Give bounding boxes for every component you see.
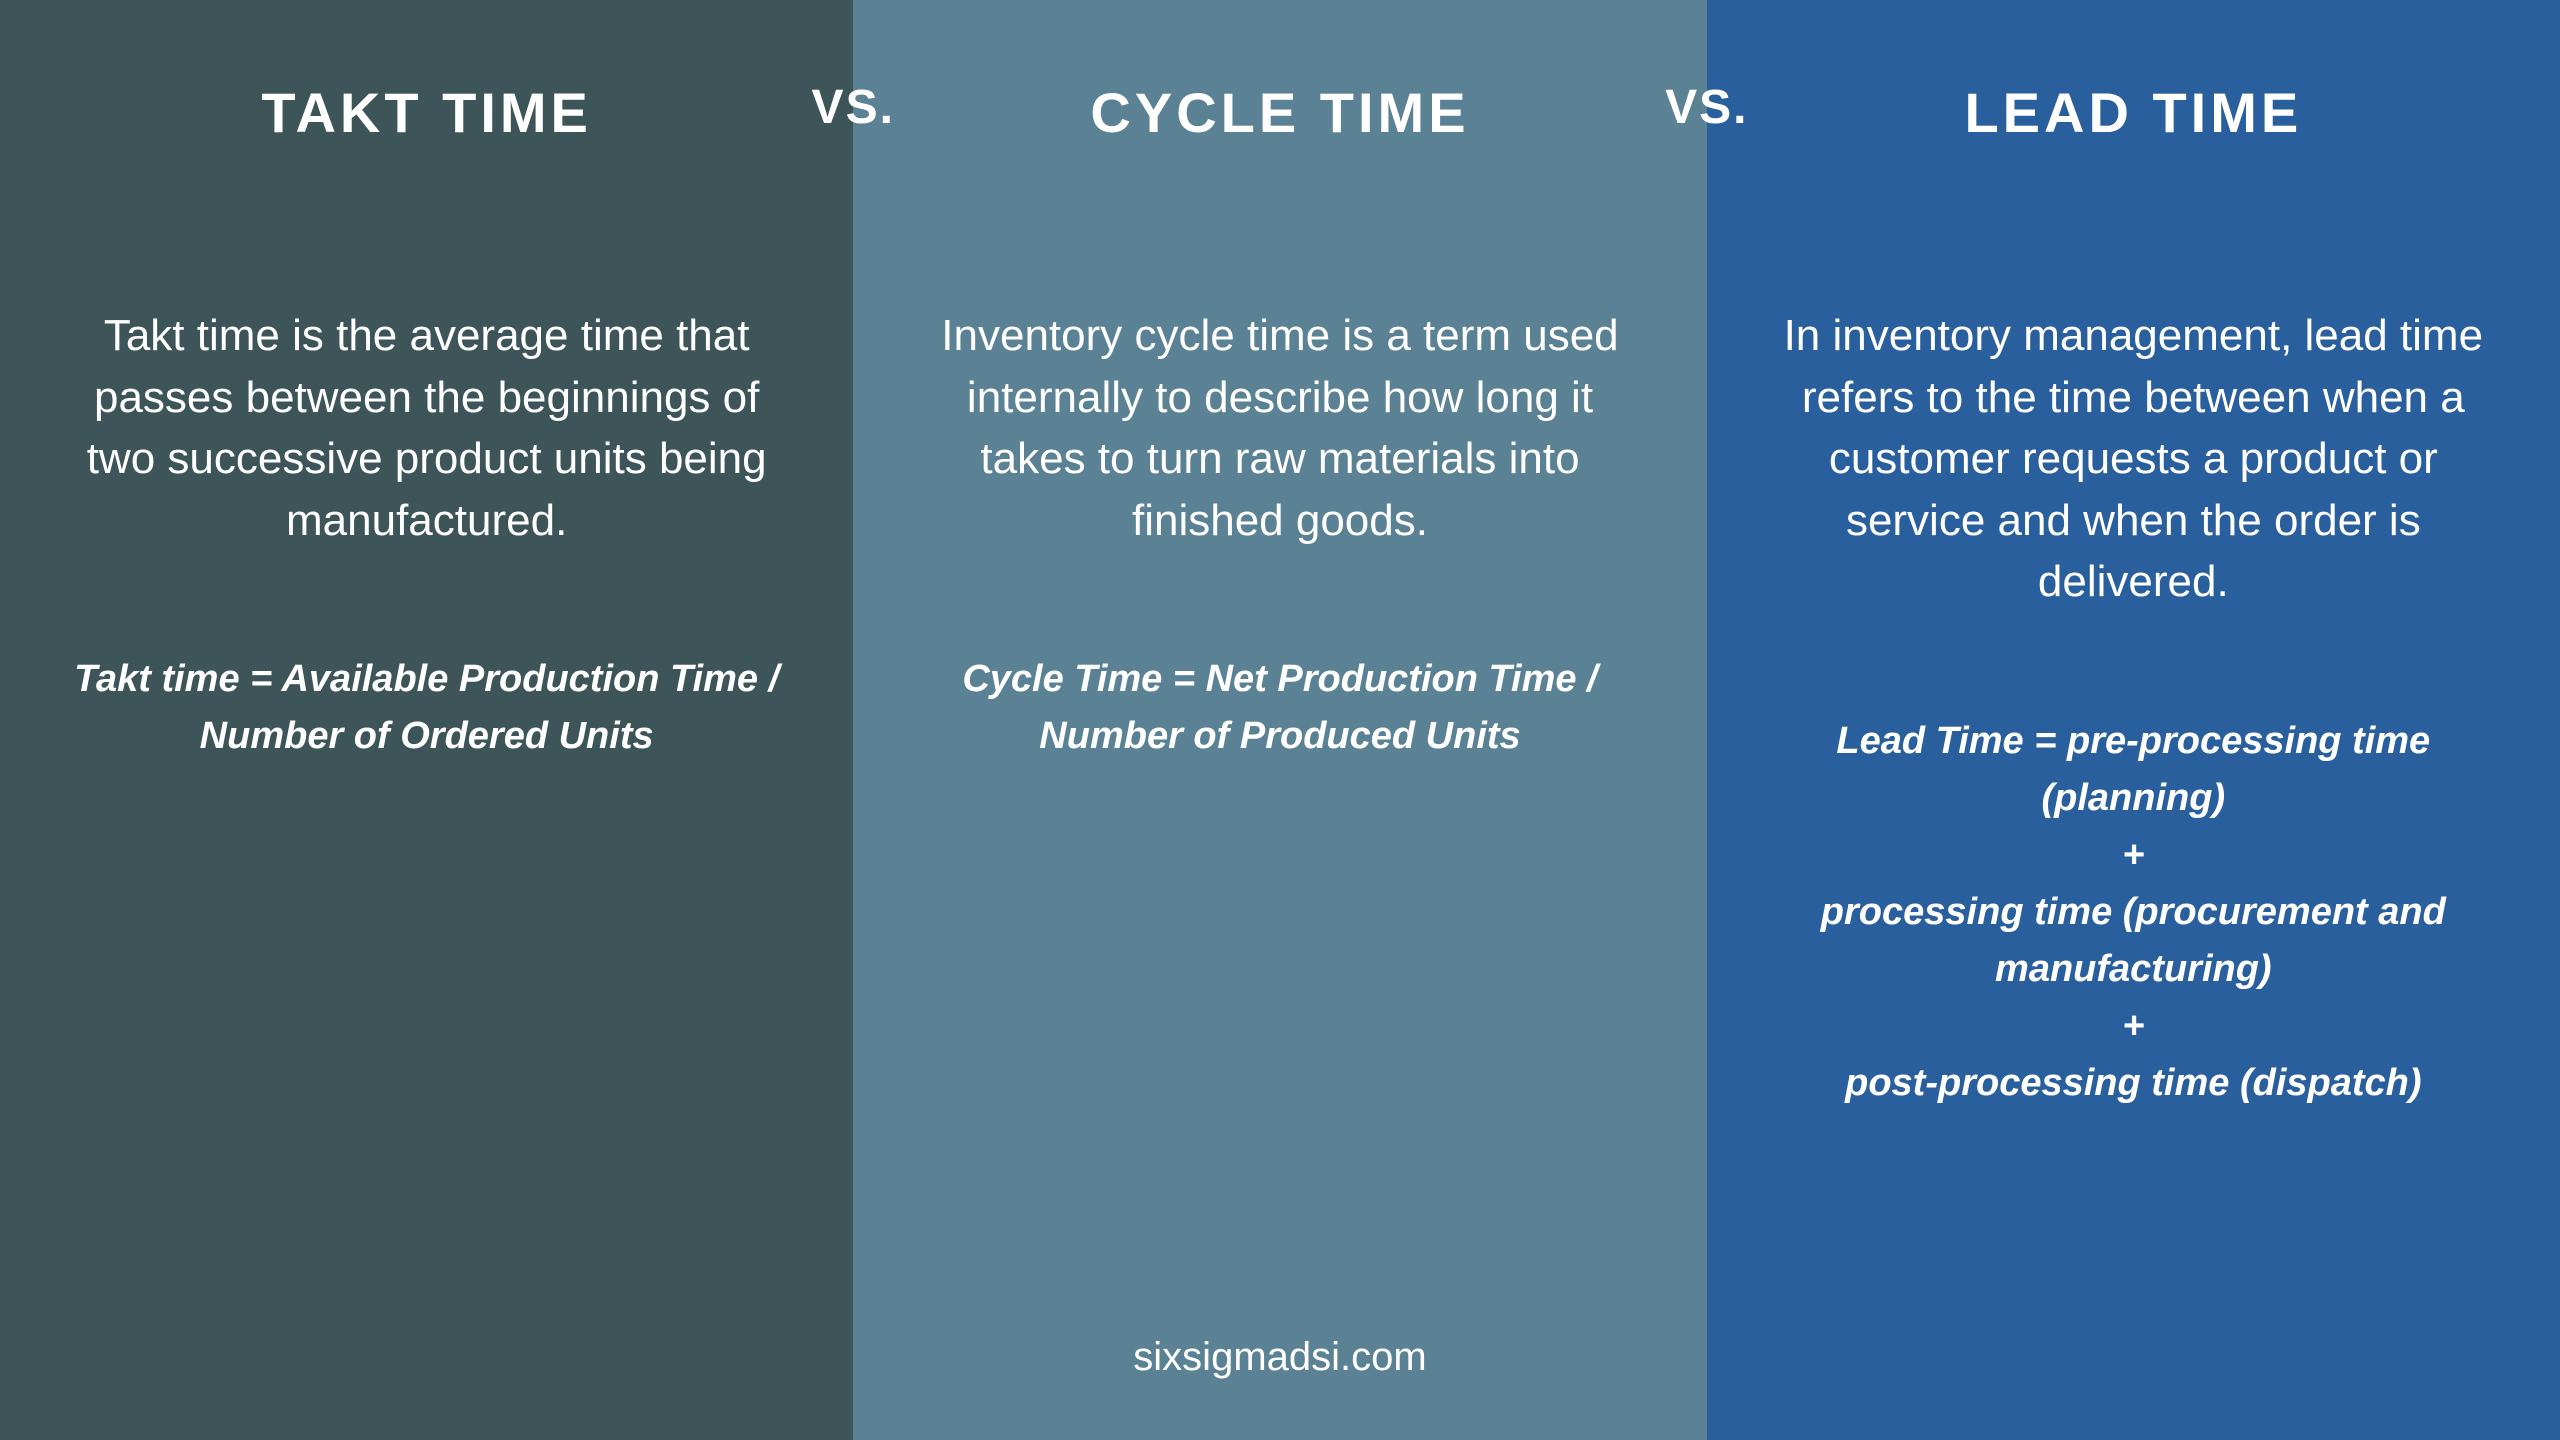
takt-title: TAKT TIME	[261, 80, 591, 145]
comparison-container: TAKT TIME Takt time is the average time …	[0, 0, 2560, 1440]
takt-column: TAKT TIME Takt time is the average time …	[0, 0, 853, 1440]
takt-description: Takt time is the average time that passe…	[67, 305, 787, 551]
cycle-formula: Cycle Time = Net Production Time / Numbe…	[920, 651, 1640, 765]
lead-formula: Lead Time = pre-processing time (plannin…	[1773, 713, 2493, 1112]
separator-2: VS.	[1665, 80, 1748, 135]
lead-description: In inventory management, lead time refer…	[1773, 305, 2493, 613]
cycle-title: CYCLE TIME	[1090, 80, 1469, 145]
lead-title: LEAD TIME	[1964, 80, 2302, 145]
lead-column: LEAD TIME In inventory management, lead …	[1707, 0, 2560, 1440]
separator-1: VS.	[812, 80, 895, 135]
takt-formula: Takt time = Available Production Time / …	[67, 651, 787, 765]
cycle-column: CYCLE TIME Inventory cycle time is a ter…	[853, 0, 1706, 1440]
cycle-description: Inventory cycle time is a term used inte…	[920, 305, 1640, 551]
footer-attribution: sixsigmadsi.com	[1133, 1335, 1426, 1380]
